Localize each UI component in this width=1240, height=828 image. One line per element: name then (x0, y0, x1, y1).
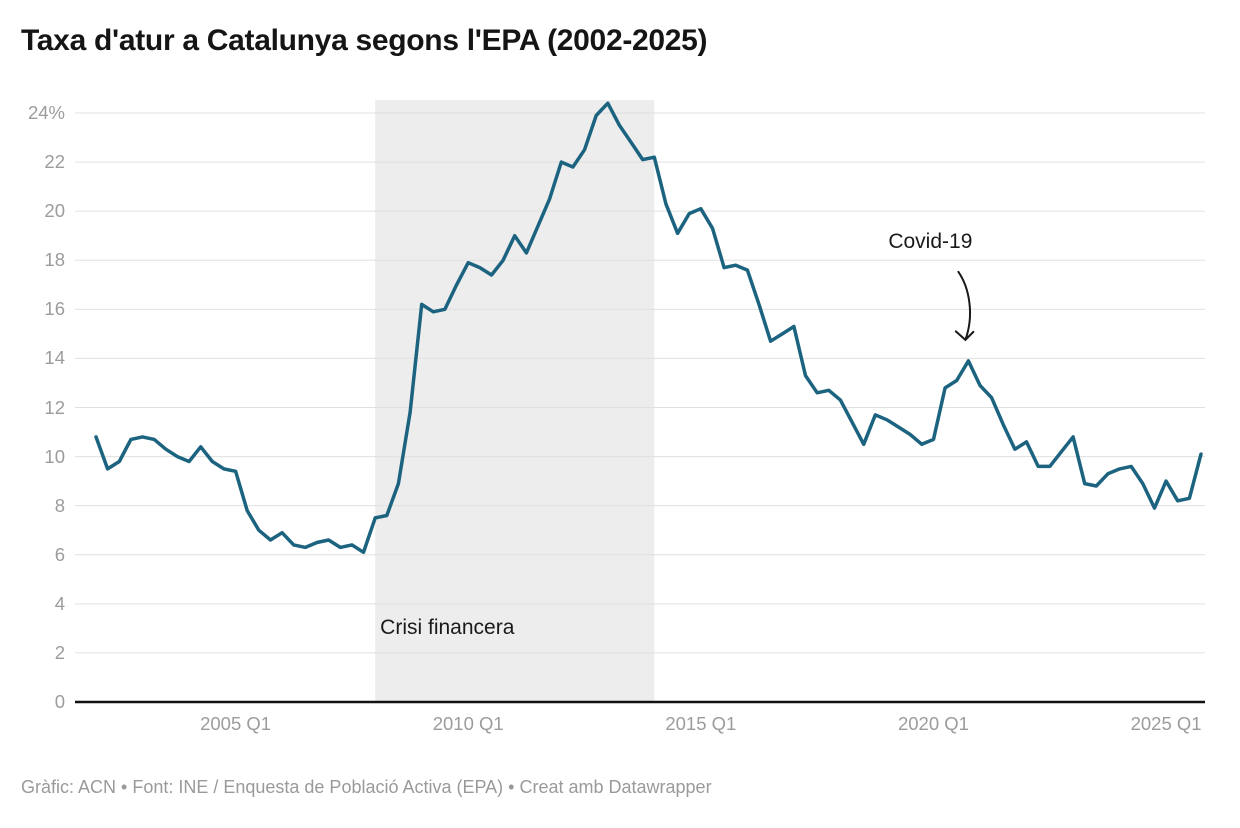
x-axis-tick-label: 2005 Q1 (200, 713, 272, 734)
y-axis-tick-label: 2 (54, 641, 65, 663)
annotation-crisi-financera: Crisi financera (380, 616, 515, 639)
crisis-band (375, 100, 655, 701)
y-axis-tick-label: 16 (44, 298, 65, 320)
x-axis-tick-label: 2025 Q1 (1130, 713, 1202, 734)
chart-title: Taxa d'atur a Catalunya segons l'EPA (20… (21, 24, 708, 57)
y-axis-tick-label: 6 (54, 543, 65, 565)
covid-arrow (957, 270, 971, 341)
y-axis-tick-label: 12 (44, 396, 65, 418)
y-axis-tick-label: 20 (44, 200, 65, 222)
y-axis-tick-label: 22 (44, 151, 65, 173)
x-axis-tick-label: 2015 Q1 (665, 713, 737, 734)
y-axis-tick-label: 14 (44, 347, 65, 369)
y-axis-tick-label: 0 (54, 691, 65, 712)
x-axis-tick-label: 2010 Q1 (432, 713, 504, 734)
x-axis-tick-label: 2020 Q1 (897, 713, 969, 734)
y-axis-tick-label: 18 (44, 249, 65, 271)
annotation-covid-19: Covid-19 (888, 230, 973, 253)
y-axis-tick-label: 24% (27, 102, 65, 123)
unemployment-rate-line (94, 101, 1203, 555)
y-axis-tick-label: 4 (54, 592, 65, 614)
chart-footer-credits: Gràfic: ACN • Font: INE / Enquesta de Po… (21, 777, 712, 797)
covid-arrowhead (954, 330, 975, 341)
y-axis-tick-label: 10 (44, 445, 65, 467)
y-axis-tick-label: 8 (54, 494, 65, 516)
